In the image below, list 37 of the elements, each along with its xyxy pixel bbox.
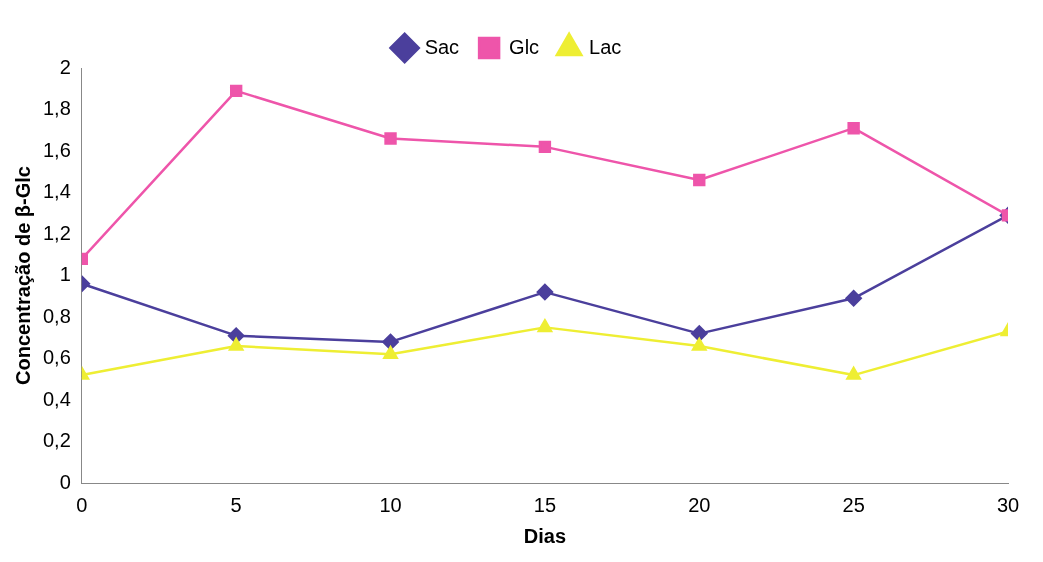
point [228, 337, 244, 351]
legend-label: Sac [424, 35, 460, 58]
x-axis-title: Dias [523, 524, 567, 547]
x-tick-label: 10 [379, 493, 402, 516]
legend-label: Lac [589, 35, 622, 58]
y-tick-label: 1,2 [42, 221, 71, 244]
y-tick-label: 0,8 [42, 304, 71, 327]
x-tick-label: 20 [688, 493, 711, 516]
y-axis-title: Concentração de β-Glc [11, 166, 34, 385]
point [846, 366, 861, 380]
y-tick-label: 0,2 [42, 429, 71, 452]
x-tick-label: 30 [996, 493, 1020, 516]
point [536, 283, 554, 301]
y-tick-label: 1 [59, 263, 71, 286]
point [229, 84, 243, 98]
x-tick-label: 25 [842, 493, 865, 516]
y-tick-label: 0 [59, 470, 71, 493]
point [384, 132, 397, 145]
point [537, 319, 553, 333]
y-tick-label: 1,8 [42, 97, 71, 120]
legend-label: Glc [509, 35, 540, 58]
point [845, 290, 862, 307]
point [691, 325, 708, 342]
x-tick-label: 15 [533, 493, 557, 516]
point [382, 333, 399, 351]
point [691, 337, 707, 351]
point [538, 140, 552, 154]
y-tick-label: 2 [59, 55, 71, 78]
y-tick-label: 0,6 [42, 346, 71, 369]
x-tick-label: 5 [230, 493, 242, 516]
x-tick-label: 0 [76, 493, 88, 516]
y-tick-label: 1,4 [42, 180, 71, 203]
point [693, 173, 706, 187]
point [383, 346, 398, 360]
point [847, 121, 860, 135]
y-tick-label: 1,6 [42, 138, 71, 161]
y-tick-label: 0,4 [42, 387, 71, 410]
